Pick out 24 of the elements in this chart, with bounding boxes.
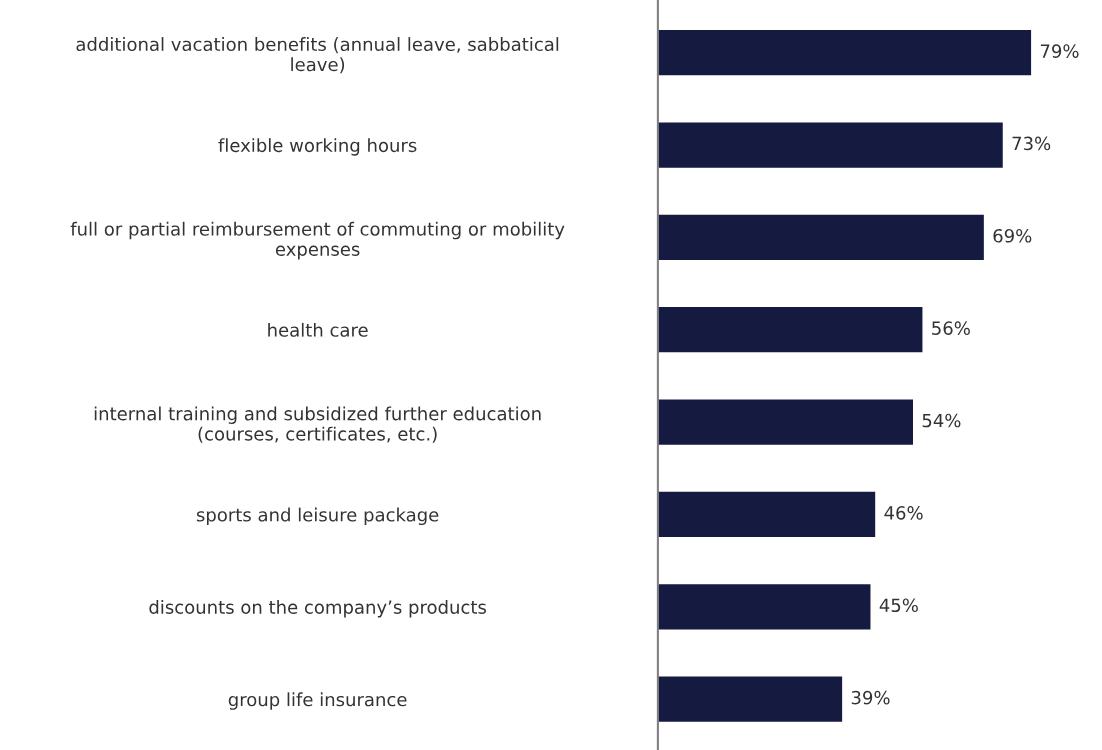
bar [657,214,984,261]
data-label: 39% [851,690,890,705]
y-tick-label: sports and leisure package [196,507,439,526]
bar [657,307,923,353]
data-label: 73% [1012,136,1051,151]
y-tick-label: internal training and subsidized further education (courses, certificates, etc.) [94,406,541,443]
y-tick-label: additional vacation benefits (annual leave, sabbatical leave) [76,37,559,74]
bar [657,122,1003,168]
data-label: 54% [922,413,961,428]
bar [657,30,1032,76]
data-label: 79% [1040,44,1079,58]
data-label: 45% [879,598,918,613]
data-label: 56% [932,321,970,335]
y-tick-label: health care [268,322,368,337]
y-tick-label: full or partial reimbursement of commuting or mobility expenses [70,221,565,260]
bar [657,584,871,630]
bar [657,399,913,445]
y-tick-label: flexible working hours [218,138,417,156]
bar [657,491,876,538]
y-tick-label: discounts on the company’s products [149,599,486,618]
bar [657,676,843,722]
y-tick-label: group life insurance [228,692,407,710]
data-label: 69% [993,228,1032,243]
data-label: 46% [884,506,923,520]
